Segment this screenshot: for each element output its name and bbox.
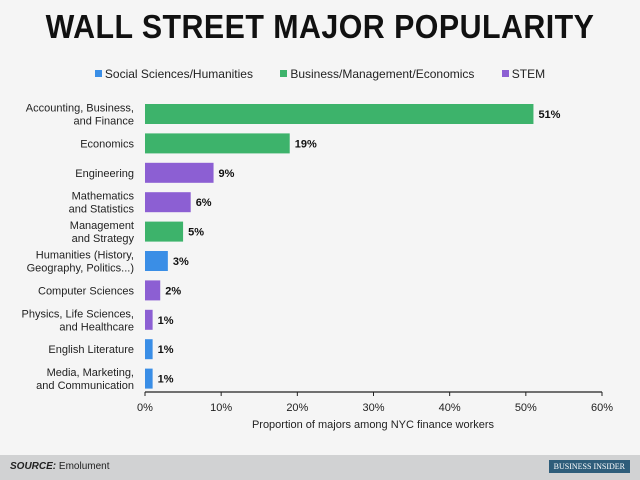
footer: SOURCE: Emolument BUSINESS INSIDER xyxy=(0,455,640,480)
business-insider-logo: BUSINESS INSIDER xyxy=(548,460,630,473)
category-label: and Strategy xyxy=(72,233,135,245)
category-label: Media, Marketing, xyxy=(47,367,134,379)
bar xyxy=(145,309,153,330)
bar xyxy=(145,192,191,213)
category-label: and Communication xyxy=(36,380,134,392)
legend: Social Sciences/Humanities Business/Mana… xyxy=(0,67,640,81)
category-label: Economics xyxy=(80,138,134,150)
bar xyxy=(145,133,290,154)
category-label: Mathematics xyxy=(72,191,135,203)
x-tick-label: 0% xyxy=(137,402,153,414)
legend-label: Business/Management/Economics xyxy=(290,67,475,81)
legend-label: STEM xyxy=(511,67,546,81)
category-label: and Finance xyxy=(73,116,134,128)
bar-value-label: 5% xyxy=(188,227,204,239)
bar xyxy=(145,368,153,389)
bar xyxy=(145,162,214,183)
x-tick-label: 30% xyxy=(362,402,384,414)
bar xyxy=(145,339,153,360)
category-label: and Healthcare xyxy=(59,321,134,333)
x-tick-label: 40% xyxy=(439,402,461,414)
bar-value-label: 19% xyxy=(295,138,317,150)
bar-value-label: 1% xyxy=(158,374,174,386)
bar-value-label: 9% xyxy=(219,168,235,180)
chart-title: WALL STREET MAJOR POPULARITY xyxy=(45,8,595,45)
legend-swatch xyxy=(94,70,102,77)
bar-value-label: 6% xyxy=(196,197,212,209)
category-label: Accounting, Business, xyxy=(26,103,134,115)
category-label: Engineering xyxy=(75,168,134,180)
bar-value-label: 1% xyxy=(158,344,174,356)
legend-item-social: Social Sciences/Humanities xyxy=(94,67,253,81)
legend-item-stem: STEM xyxy=(501,67,546,81)
x-tick-label: 20% xyxy=(286,402,308,414)
category-label: Management xyxy=(70,220,134,232)
bar-value-label: 1% xyxy=(158,315,174,327)
category-label: Computer Sciences xyxy=(38,285,134,297)
legend-swatch xyxy=(501,70,509,77)
bar-chart: 51% Accounting, Business,and Finance 19% Ec… xyxy=(22,103,614,432)
x-tick-label: 50% xyxy=(515,402,537,414)
source-label: SOURCE: xyxy=(10,461,57,472)
bar xyxy=(145,280,161,301)
bar xyxy=(145,104,534,124)
category-label: and Statistics xyxy=(69,204,135,216)
legend-item-business: Business/Management/Economics xyxy=(280,67,474,81)
category-label: Physics, Life Sciences, xyxy=(22,308,135,320)
category-label: Humanities (History, xyxy=(36,250,134,262)
bar-value-label: 3% xyxy=(173,256,189,268)
bar-value-label: 51% xyxy=(538,109,560,121)
x-axis-label: Proportion of majors among NYC finance w… xyxy=(252,419,495,431)
x-tick-label: 60% xyxy=(591,402,613,414)
bar xyxy=(145,251,168,271)
legend-label: Social Sciences/Humanities xyxy=(104,67,253,81)
source-text: SOURCE: Emolument xyxy=(10,461,109,472)
x-tick-label: 10% xyxy=(210,402,232,414)
category-label: English Literature xyxy=(48,344,134,356)
legend-swatch xyxy=(280,70,288,77)
bar-value-label: 2% xyxy=(165,285,181,297)
bar xyxy=(145,221,184,242)
category-label: Geography, Politics...) xyxy=(27,263,134,275)
source-value: Emolument xyxy=(58,461,110,472)
